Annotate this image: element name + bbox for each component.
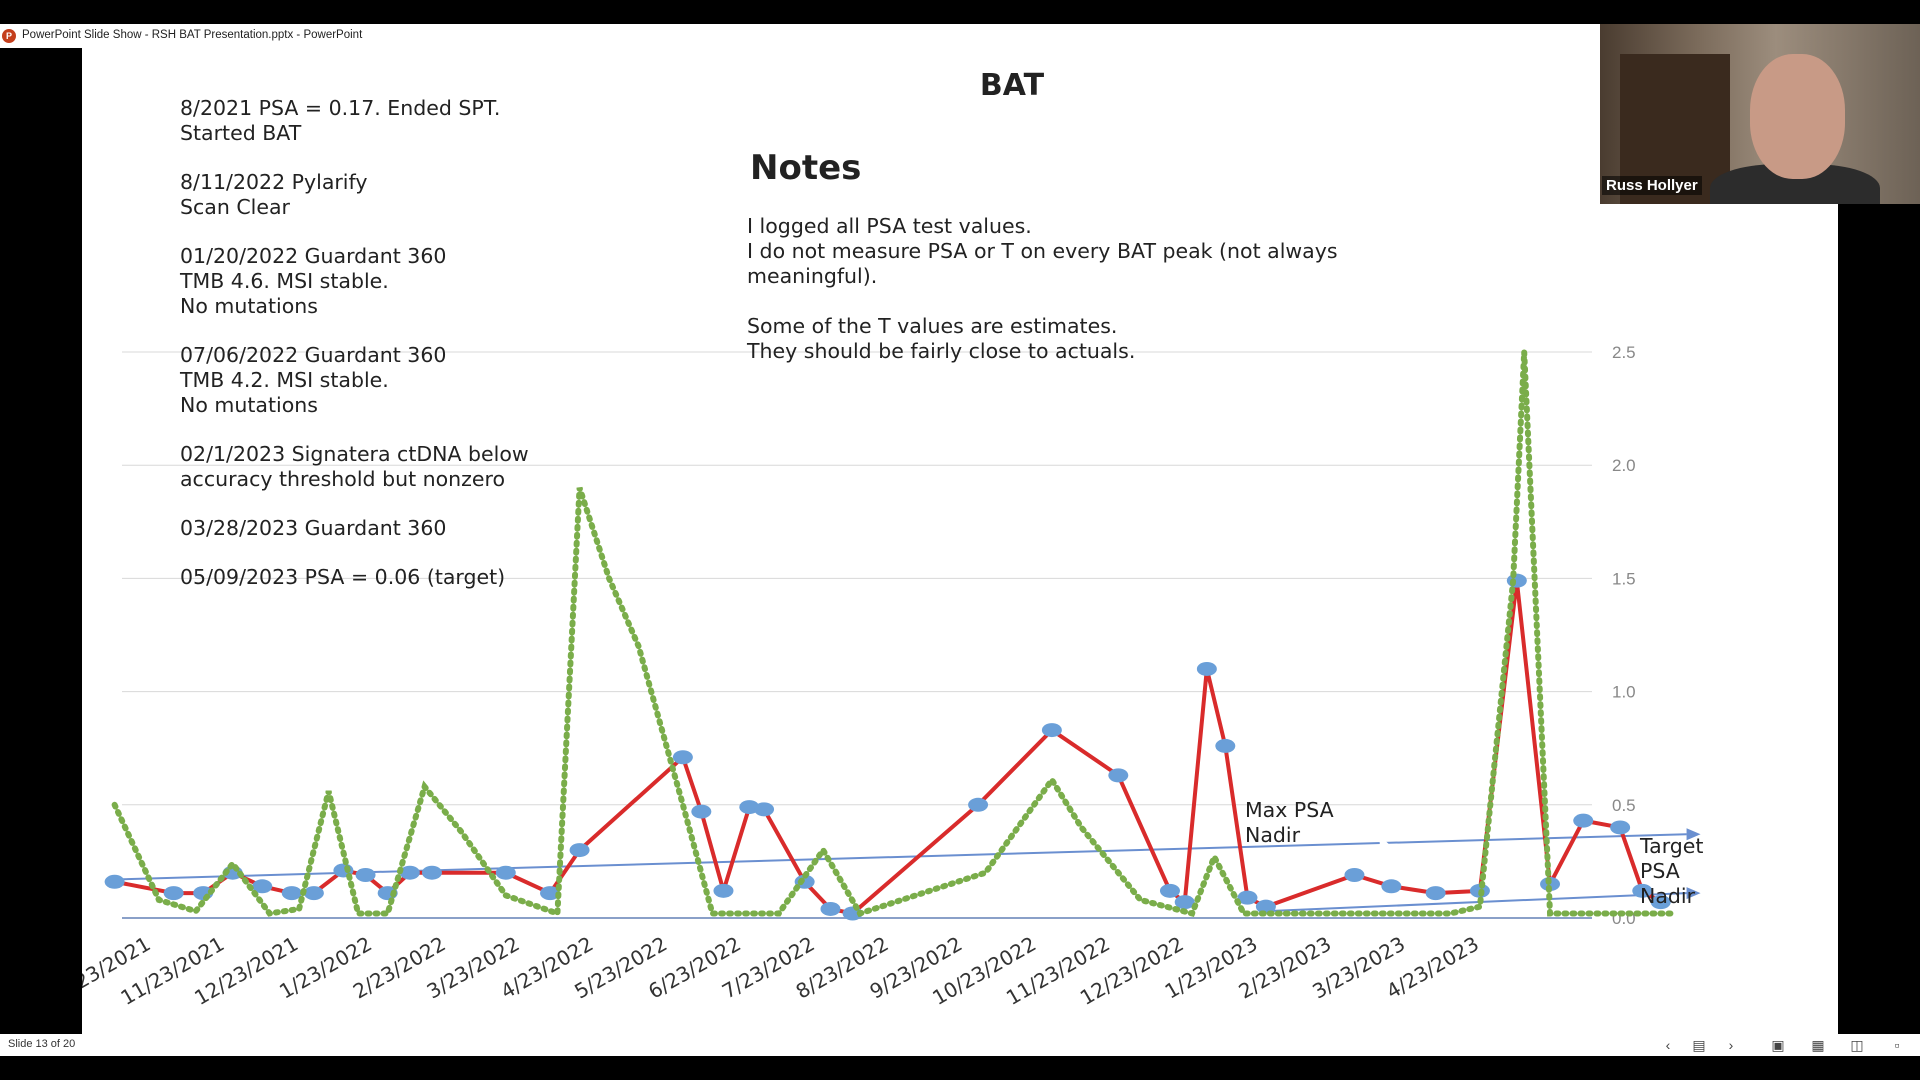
psa-data-point xyxy=(1381,879,1402,894)
chevron-right-icon[interactable]: › xyxy=(1728,1037,1734,1053)
psa-data-point xyxy=(1632,883,1653,898)
slide-indicator: Slide 13 of 20 xyxy=(8,1038,76,1050)
timeline-note: 03/28/2023 Guardant 360 xyxy=(180,516,447,540)
psa-data-point xyxy=(495,865,516,880)
psa-data-point xyxy=(540,886,561,901)
psa-data-point xyxy=(1610,820,1631,835)
slide-menu-icon[interactable]: ▤ xyxy=(1692,1037,1706,1053)
psa-data-point xyxy=(421,865,442,880)
target-psa-nadir-label: Target PSA Nadir xyxy=(1640,834,1704,908)
psa-data-point xyxy=(820,901,841,916)
timeline-note: 02/1/2023 Signatera ctDNA below accuracy… xyxy=(180,442,529,491)
notes-paragraph: I logged all PSA test values. I do not m… xyxy=(747,214,1338,288)
webcam-feed: Russ Hollyer xyxy=(1600,24,1920,204)
trend-arrowhead xyxy=(1686,887,1701,900)
powerpoint-icon: P xyxy=(2,29,16,43)
psa-data-point xyxy=(968,797,989,812)
notes-heading: Notes xyxy=(750,148,862,188)
slide-title: BAT xyxy=(979,68,1045,103)
series-line-testosterone xyxy=(111,351,1675,918)
psa-data-point xyxy=(355,867,376,882)
timeline-note: 8/2021 PSA = 0.17. Ended SPT. Started BA… xyxy=(180,96,501,145)
timeline-note: 01/20/2022 Guardant 360 TMB 4.6. MSI sta… xyxy=(180,244,447,318)
trend-arrowhead xyxy=(1686,828,1701,841)
trend-line xyxy=(1265,892,1687,913)
y-tick-label: 2.5 xyxy=(1612,343,1636,362)
y-tick-label: 1.5 xyxy=(1612,569,1636,588)
psa-data-point xyxy=(1237,890,1258,905)
normal-view-icon[interactable]: ▣ xyxy=(1771,1037,1785,1053)
reading-view-icon[interactable]: ◫ xyxy=(1850,1037,1864,1053)
participant-name: Russ Hollyer xyxy=(1602,176,1702,195)
timeline-note: 8/11/2022 Pylarify Scan Clear xyxy=(180,170,368,219)
psa-data-point xyxy=(713,883,734,898)
psa-data-point xyxy=(691,804,712,819)
status-bar: Slide 13 of 20 ‹ ▤ › ▣ ▦ ◫ ▫ xyxy=(0,1034,1920,1056)
psa-data-point xyxy=(1215,738,1236,753)
psa-data-point xyxy=(1255,899,1276,914)
psa-data-point xyxy=(1108,768,1129,783)
psa-data-point xyxy=(1159,883,1180,898)
webcam-person-head xyxy=(1750,54,1845,179)
max-psa-nadir-label: Max PSA Nadir xyxy=(1245,798,1334,847)
y-tick-label: 1.0 xyxy=(1612,683,1636,702)
psa-data-point xyxy=(672,750,693,765)
y-tick-label: 0.5 xyxy=(1612,796,1636,815)
psa-data-point xyxy=(1425,886,1446,901)
y-tick-label: 2.0 xyxy=(1612,456,1636,475)
psa-data-point xyxy=(252,879,273,894)
psa-data-point xyxy=(1573,813,1594,828)
slideshow-icon[interactable]: ▫ xyxy=(1894,1037,1900,1053)
slide-canvas: 2.5 2.0 1.5 1.0 0.5 0.0/23/2021 11/23/2021 12/2… xyxy=(82,48,1838,1034)
window-title: PowerPoint Slide Show - RSH BAT Presenta… xyxy=(22,29,363,41)
psa-data-point xyxy=(1506,573,1527,588)
psa-data-point xyxy=(1174,895,1195,910)
timeline-note: 07/06/2022 Guardant 360 TMB 4.2. MSI sta… xyxy=(180,343,447,417)
timeline-note: 05/09/2023 PSA = 0.06 (target) xyxy=(180,565,506,589)
psa-chart: 2.52.01.51.00.50.0/23/202111/23/202112/2… xyxy=(82,343,1701,1010)
notes-body: I logged all PSA test values. I do not m… xyxy=(747,214,1467,389)
timeline-notes: 8/2021 PSA = 0.17. Ended SPT. Started BA… xyxy=(180,96,760,614)
chevron-left-icon[interactable]: ‹ xyxy=(1665,1037,1671,1053)
psa-data-point xyxy=(399,865,420,880)
psa-data-point xyxy=(754,802,775,817)
psa-data-point xyxy=(1650,895,1671,910)
psa-data-point xyxy=(104,874,125,889)
trend-line xyxy=(114,833,1687,881)
psa-data-point xyxy=(281,886,302,901)
notes-paragraph: Some of the T values are estimates. They… xyxy=(747,314,1136,363)
psa-data-point xyxy=(569,843,590,858)
psa-data-point xyxy=(1344,867,1365,882)
slide-sorter-icon[interactable]: ▦ xyxy=(1811,1037,1825,1053)
psa-data-point xyxy=(1041,723,1062,738)
psa-data-point xyxy=(303,886,324,901)
psa-data-point xyxy=(163,886,184,901)
psa-data-point xyxy=(1196,661,1217,676)
